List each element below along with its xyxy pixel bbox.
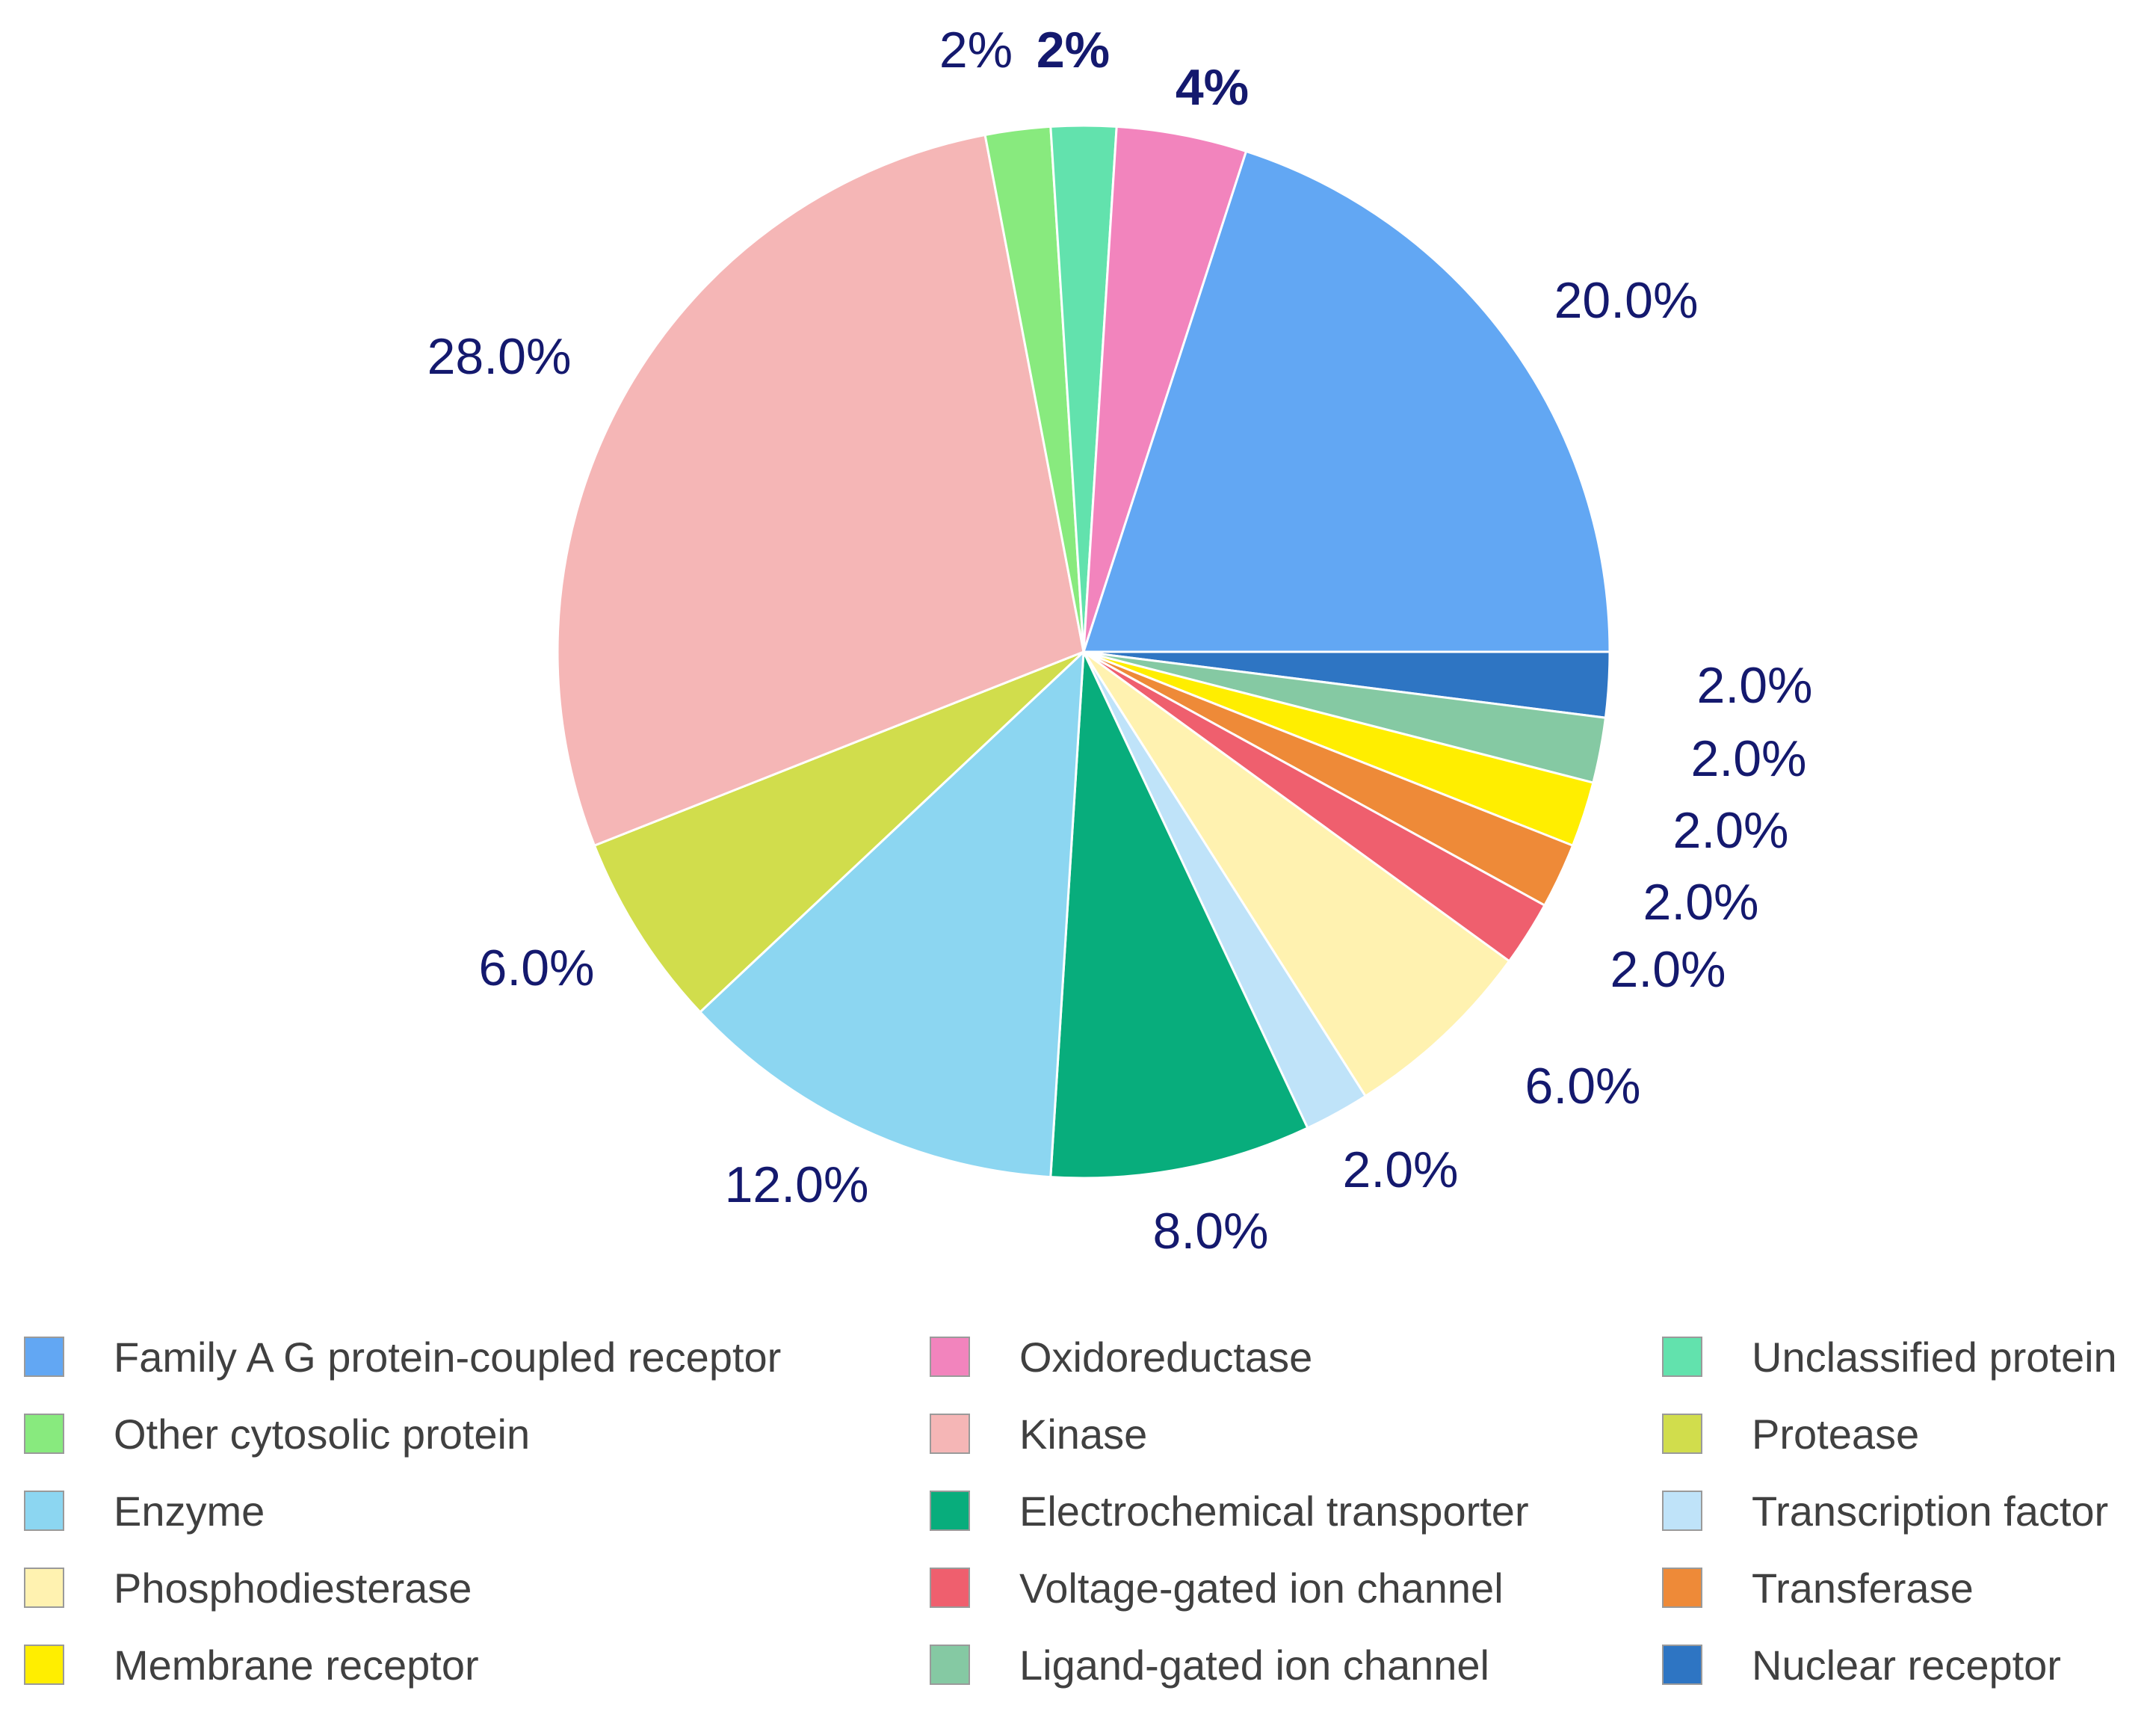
data-label-electrochemical-transporter: 8.0% [1153,1203,1269,1260]
legend: Family A G protein-coupled receptor Oxido… [24,1331,2146,1719]
data-label-protease: 6.0% [479,940,595,996]
legend-swatch [24,1337,64,1377]
pie-slice-protease [593,650,1085,1014]
legend-swatch [24,1645,64,1685]
data-label-transcription-factor: 2.0% [1343,1141,1459,1198]
legend-label: Phosphodiesterase [114,1564,472,1612]
legend-label: Ligand-gated ion channel [1019,1641,1489,1689]
legend-item-unclassified-protein: Unclassified protein [1662,1331,2117,1383]
legend-label: Kinase [1019,1410,1148,1458]
legend-swatch [1662,1337,1702,1377]
pie-slice-kinase [556,133,1085,848]
legend-swatch [1662,1414,1702,1454]
legend-item-nuclear-receptor: Nuclear receptor [1662,1639,2061,1691]
data-label-nuclear-receptor: 2.0% [1697,657,1813,714]
legend-label: Family A G protein-coupled receptor [114,1333,782,1381]
legend-item-family-a-g-protein-coupled-receptor: Family A G protein-coupled receptor [24,1331,781,1383]
legend-item-electrochemical-transporter: Electrochemical transporter [930,1485,1529,1537]
legend-swatch [930,1645,970,1685]
pie-slice-phosphodiesterase [1082,650,1511,1098]
data-label-family-a-g-protein-coupled-receptor: 20.0% [1554,272,1699,329]
pie-chart: 2.0% 2.0% 2.0% 2.0% 2.0% 6.0% 2.0% 8.0% 12.0% 6.0… [427,22,1813,1260]
data-label-enzyme: 12.0% [725,1156,869,1213]
legend-item-ligand-gated-ion-channel: Ligand-gated ion channel [930,1639,1489,1691]
legend-item-oxidoreductase: Oxidoreductase [930,1331,1312,1383]
legend-label: Voltage-gated ion channel [1019,1564,1504,1612]
legend-swatch [24,1414,64,1454]
legend-item-enzyme: Enzyme [24,1485,265,1537]
data-label-membrane-receptor: 2.0% [1673,802,1789,859]
pie-slices [556,124,1611,1180]
legend-label: Protease [1752,1410,1920,1458]
legend-item-other-cytosolic-protein: Other cytosolic protein [24,1408,530,1460]
legend-swatch [1662,1645,1702,1685]
pie-slice-family-a-g-protein-coupled-receptor [1081,150,1611,653]
data-label-voltage-gated-ion-channel: 2.0% [1610,941,1726,998]
legend-swatch [24,1491,64,1531]
pie-slice-enzyme [698,649,1085,1179]
legend-swatch [930,1337,970,1377]
legend-item-transferase: Transferase [1662,1562,1974,1614]
legend-label: Oxidoreductase [1019,1333,1313,1381]
legend-label: Enzyme [114,1487,265,1535]
pie-slice-electrochemical-transporter [1049,651,1309,1180]
legend-item-membrane-receptor: Membrane receptor [24,1639,479,1691]
legend-label: Unclassified protein [1752,1333,2117,1381]
data-label-transferase: 2.0% [1643,874,1759,931]
legend-swatch [930,1414,970,1454]
legend-swatch [1662,1491,1702,1531]
legend-label: Transferase [1752,1564,1974,1612]
data-label-other-cytosolic-protein: 2% [939,22,1013,78]
legend-item-phosphodiesterase: Phosphodiesterase [24,1562,472,1614]
legend-item-protease: Protease [1662,1408,1919,1460]
data-label-oxidoreductase: 4% [1176,59,1249,116]
legend-swatch [24,1568,64,1608]
data-label-kinase: 28.0% [427,328,572,385]
data-label-ligand-gated-ion-channel: 2.0% [1691,730,1807,787]
pie-labels: 2.0% 2.0% 2.0% 2.0% 2.0% 6.0% 2.0% 8.0% 12.0% 6.0… [427,22,1813,1260]
legend-item-voltage-gated-ion-channel: Voltage-gated ion channel [930,1562,1504,1614]
legend-swatch [1662,1568,1702,1608]
legend-swatch [930,1491,970,1531]
pie-slice-oxidoreductase [1082,125,1248,653]
legend-label: Membrane receptor [114,1641,479,1689]
legend-label: Other cytosolic protein [114,1410,531,1458]
legend-item-transcription-factor: Transcription factor [1662,1485,2108,1537]
legend-label: Electrochemical transporter [1019,1487,1529,1535]
data-label-phosphodiesterase: 6.0% [1525,1058,1641,1115]
legend-item-kinase: Kinase [930,1408,1147,1460]
legend-swatch [930,1568,970,1608]
legend-label: Nuclear receptor [1752,1641,2061,1689]
data-label-unclassified-protein: 2% [1037,22,1110,78]
legend-label: Transcription factor [1752,1487,2109,1535]
